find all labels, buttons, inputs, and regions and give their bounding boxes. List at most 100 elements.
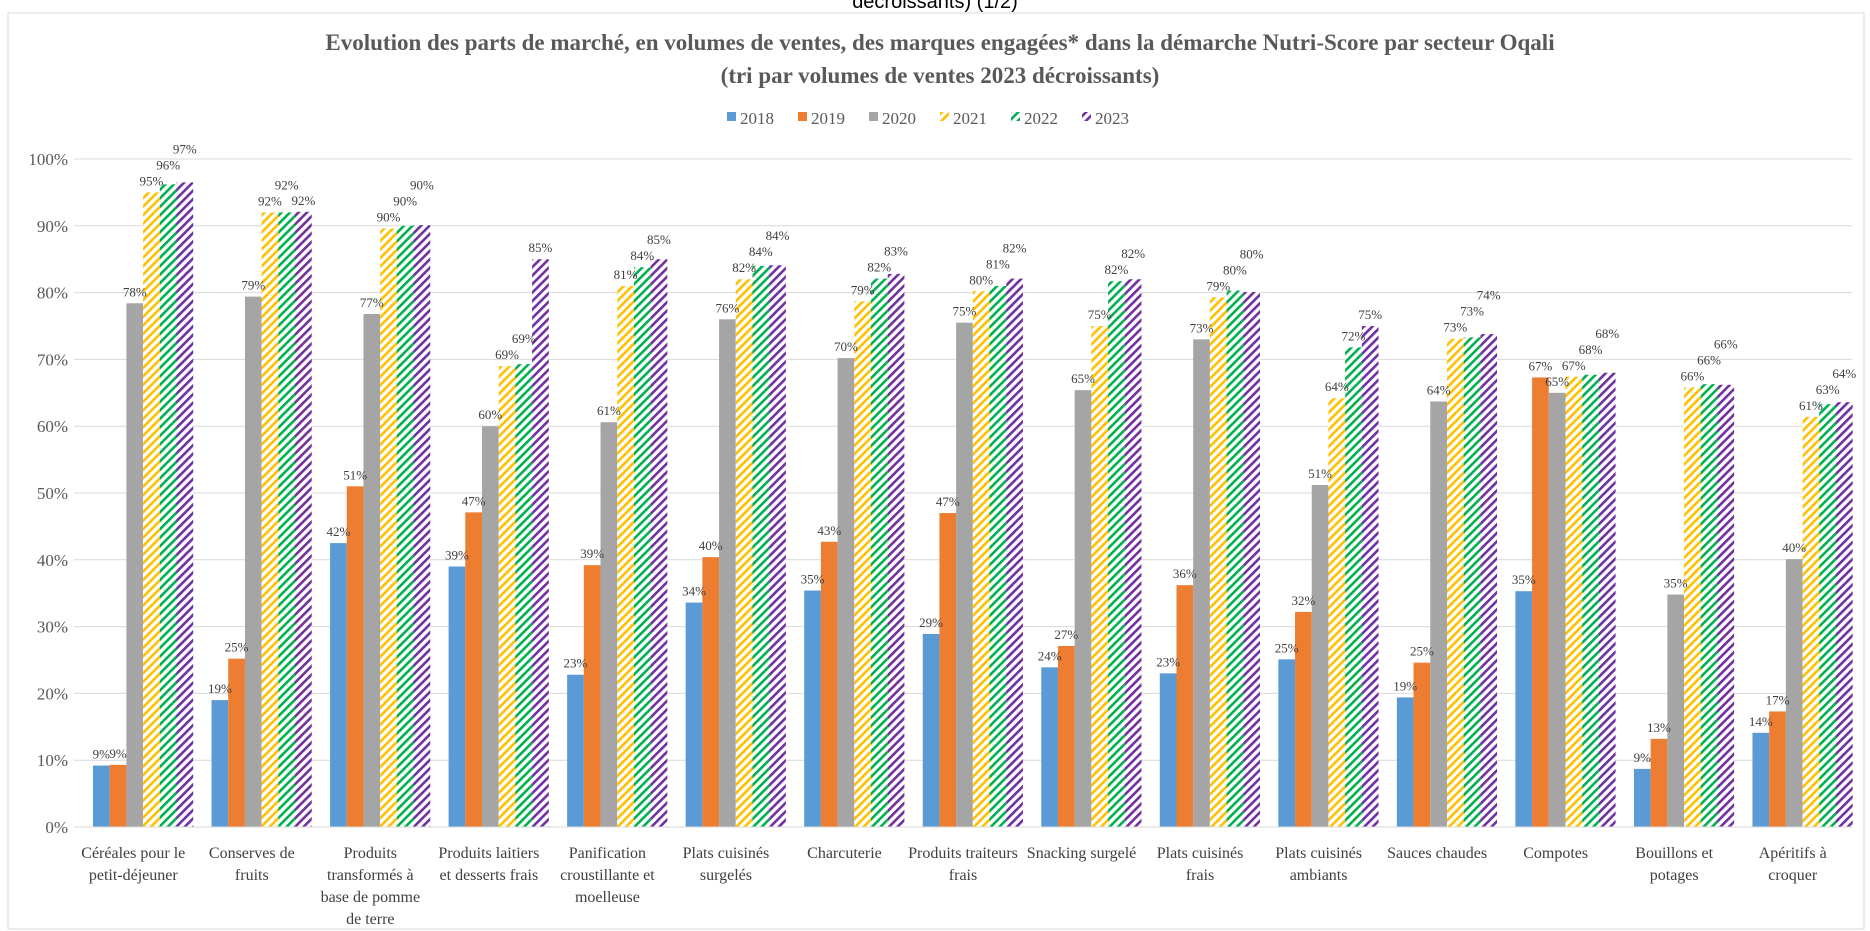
legend-label: 2019 [811, 109, 845, 128]
bar-2020-aperitifs-a-croquer [1785, 559, 1803, 827]
bar-2018-snacking-surgele [1041, 667, 1058, 827]
data-label: 64% [1325, 379, 1349, 394]
bar-2022-charcuterie [871, 278, 888, 827]
data-label: 25% [1410, 644, 1434, 659]
legend-swatch [940, 112, 949, 121]
category-label: Produits traiteurs frais [908, 845, 1018, 884]
data-label: 61% [1799, 398, 1823, 413]
bar-2019-plats-cuisines-frais [1176, 585, 1194, 827]
y-tick-label: 10% [37, 751, 68, 770]
data-label: 35% [801, 572, 825, 587]
bar-2019-plats-cuisines-ambiants [1295, 611, 1312, 827]
bar-2020-plats-cuisines-surgeles [719, 319, 736, 827]
legend-swatch [1011, 112, 1020, 121]
category-label: Plats cuisinés frais [1157, 845, 1244, 884]
data-label: 51% [343, 467, 367, 482]
bar-2020-compotes [1548, 392, 1566, 827]
data-label: 80% [1240, 246, 1264, 261]
category-label: Produits transformés à base de pomme de ter… [321, 845, 421, 928]
bar-2018-produits-laitiers-et-desserts-frais [448, 566, 466, 827]
bar-2019-panification-croustillante-et-moelleuse [583, 565, 601, 827]
y-tick-label: 30% [37, 618, 68, 637]
bar-2020-plats-cuisines-frais [1193, 339, 1210, 827]
data-label: 65% [1545, 374, 1569, 389]
data-label: 42% [326, 524, 350, 539]
data-label: 29% [919, 615, 943, 630]
data-label: 85% [529, 240, 553, 255]
data-label: 14% [1749, 714, 1773, 729]
data-label: 79% [851, 282, 875, 297]
bar-2023-charcuterie [887, 273, 905, 827]
data-label: 68% [1595, 326, 1619, 341]
bar-2023-snacking-surgele [1124, 279, 1142, 827]
bar-2022-bouillons-et-potages [1700, 384, 1718, 827]
bar-2020-bouillons-et-potages [1667, 594, 1685, 827]
data-label: 67% [1529, 358, 1553, 373]
bar-2021-bouillons-et-potages [1684, 387, 1701, 827]
data-label: 82% [1104, 262, 1128, 277]
category-label: Plats cuisinés ambiants [1275, 845, 1362, 884]
bar-2018-produits-transformes-a-base-de-pomme-de-terre [330, 543, 347, 827]
bar-2020-snacking-surgele [1074, 390, 1092, 827]
bar-2020-produits-traiteurs-frais [956, 322, 973, 827]
bar-2021-panification-croustillante-et-moelleuse [617, 285, 634, 827]
bar-2019-snacking-surgele [1057, 645, 1075, 827]
bar-2022-cereales-pour-le-petit-dejeuner [159, 184, 177, 827]
bar-2023-cereales-pour-le-petit-dejeuner [176, 182, 194, 827]
bar-2021-aperitifs-a-croquer [1802, 416, 1820, 827]
data-label: 68% [1579, 342, 1603, 357]
bar-2022-conserves-de-fruits [278, 212, 296, 827]
bar-2022-snacking-surgele [1108, 281, 1125, 827]
legend-label: 2018 [740, 109, 774, 128]
data-label: 66% [1697, 352, 1721, 367]
bar-2020-cereales-pour-le-petit-dejeuner [126, 303, 144, 828]
legend-label: 2021 [953, 109, 987, 128]
data-label: 47% [462, 493, 486, 508]
bar-2018-plats-cuisines-ambiants [1278, 659, 1296, 827]
bar-2021-produits-traiteurs-frais [972, 291, 990, 827]
data-label: 19% [1393, 678, 1417, 693]
data-label: 73% [1460, 304, 1484, 319]
data-label: 90% [393, 193, 417, 208]
bar-2021-cereales-pour-le-petit-dejeuner [143, 192, 160, 827]
data-label: 24% [1038, 648, 1062, 663]
bar-2019-sauces-chaudes [1413, 662, 1431, 827]
bar-2022-plats-cuisines-frais [1226, 290, 1244, 827]
bar-2019-bouillons-et-potages [1650, 738, 1668, 827]
bar-2018-conserves-de-fruits [211, 700, 229, 827]
bar-2018-cereales-pour-le-petit-dejeuner [93, 765, 110, 827]
category-label: Charcuterie [807, 845, 882, 862]
data-label: 92% [291, 193, 315, 208]
bar-2018-bouillons-et-potages [1633, 768, 1651, 827]
bar-2022-produits-traiteurs-frais [989, 285, 1007, 827]
data-label: 13% [1647, 720, 1671, 735]
bar-2018-plats-cuisines-surgeles [685, 602, 703, 827]
category-label: Compotes [1523, 845, 1588, 862]
data-label: 64% [1427, 382, 1451, 397]
data-labels: 9% 9%78%95%96%97%19%25%79%92%92%92%42%51%… [93, 141, 1857, 764]
data-label: 90% [410, 177, 434, 192]
category-label: Apéritifs à croquer [1759, 845, 1827, 884]
bar-2020-panification-croustillante-et-moelleuse [600, 422, 618, 827]
data-label: 39% [580, 546, 604, 561]
chart-title: Evolution des parts de marché, en volume… [325, 30, 1555, 55]
data-label: 65% [1071, 371, 1095, 386]
data-label: 9% [1634, 750, 1652, 765]
data-label: 36% [1173, 566, 1197, 581]
bar-2020-plats-cuisines-ambiants [1311, 484, 1329, 827]
data-label: 82% [1121, 246, 1145, 261]
bar-2021-plats-cuisines-frais [1209, 297, 1227, 827]
bar-2018-sauces-chaudes [1396, 697, 1414, 827]
bar-2019-produits-laitiers-et-desserts-frais [465, 512, 482, 827]
category-label: Bouillons et potages [1635, 845, 1713, 884]
category-label: Panification croustillante et moelleuse [560, 845, 655, 906]
data-label: 40% [699, 538, 723, 553]
y-tick-label: 40% [37, 551, 68, 570]
data-label: 79% [1206, 278, 1230, 293]
bar-2023-panification-croustillante-et-moelleuse [650, 259, 668, 827]
data-label: 43% [817, 523, 841, 538]
bar-2023-produits-laitiers-et-desserts-frais [532, 259, 549, 827]
y-tick-label: 100% [28, 150, 68, 169]
data-label: 85% [647, 232, 671, 247]
bar-2020-produits-laitiers-et-desserts-frais [482, 426, 499, 827]
